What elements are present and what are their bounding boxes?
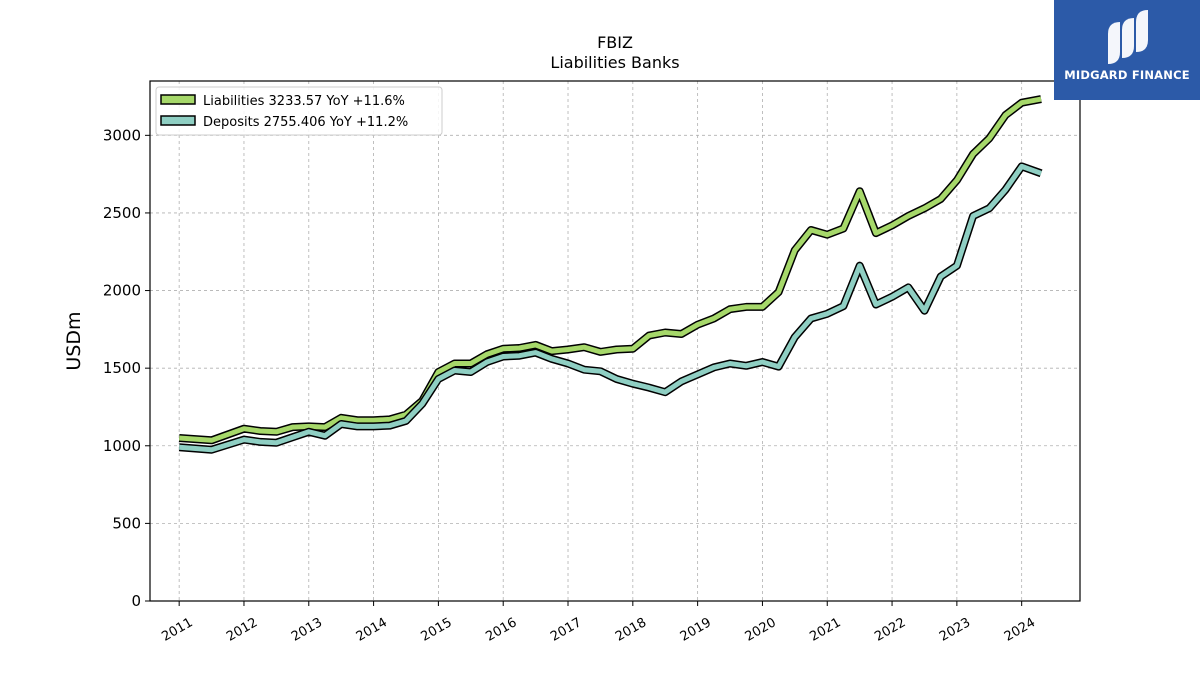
plot-frame (149, 80, 1081, 602)
series-layer (178, 95, 1043, 454)
legend: Liabilities 3233.57 YoY +11.6% Deposits … (155, 86, 443, 136)
x-tick-label: 2014 (354, 615, 390, 645)
x-tick-label: 2013 (289, 615, 325, 645)
x-tick-label: 2019 (678, 615, 714, 645)
y-tick-label: 2000 (103, 282, 141, 300)
brand-name: MIDGARD FINANCE (1064, 68, 1190, 82)
legend-label-deposits: Deposits 2755.406 YoY +11.2% (203, 115, 408, 130)
y-tick-label: 500 (112, 514, 141, 532)
x-tick-label: 2017 (548, 615, 584, 645)
legend-swatch-deposits (160, 115, 196, 126)
grid-layer (150, 81, 1080, 602)
y-tick-label: 2500 (103, 204, 141, 222)
x-tick-label: 2022 (872, 615, 908, 645)
series-line-deposits (179, 163, 1042, 453)
series-line-liabilities (179, 96, 1042, 443)
x-tick-label: 2012 (224, 615, 260, 645)
x-tick-label: 2011 (159, 615, 195, 645)
x-tick-label: 2018 (613, 615, 649, 645)
x-tick-label: 2023 (937, 615, 973, 645)
chart-subtitle: Liabilities Banks (550, 53, 679, 72)
x-tick-label: 2021 (807, 615, 843, 645)
x-tick-label: 2016 (483, 615, 519, 645)
y-tick-label: 3000 (103, 126, 141, 144)
y-axis: 0 500 1000 1500 2000 2500 3000 (103, 126, 150, 610)
legend-label-liabilities: Liabilities 3233.57 YoY +11.6% (203, 94, 405, 109)
x-tick-label: 2015 (419, 615, 455, 645)
x-axis: 2011 2012 2013 2014 2015 2016 2017 2018 2019 2020… (159, 601, 1038, 645)
brand-logo: MIDGARD FINANCE (1054, 0, 1200, 100)
x-tick-label: 2020 (743, 615, 779, 645)
x-tick-label: 2024 (1002, 615, 1038, 645)
y-tick-label: 1000 (103, 437, 141, 455)
y-tick-label: 1500 (103, 359, 141, 377)
legend-box (155, 86, 443, 136)
midgard-finance-logo-icon (1108, 10, 1148, 64)
chart-title: FBIZ (597, 33, 633, 52)
legend-swatch-liabilities (160, 94, 196, 105)
y-tick-label: 0 (131, 592, 141, 610)
y-axis-label: USDm (63, 311, 85, 370)
